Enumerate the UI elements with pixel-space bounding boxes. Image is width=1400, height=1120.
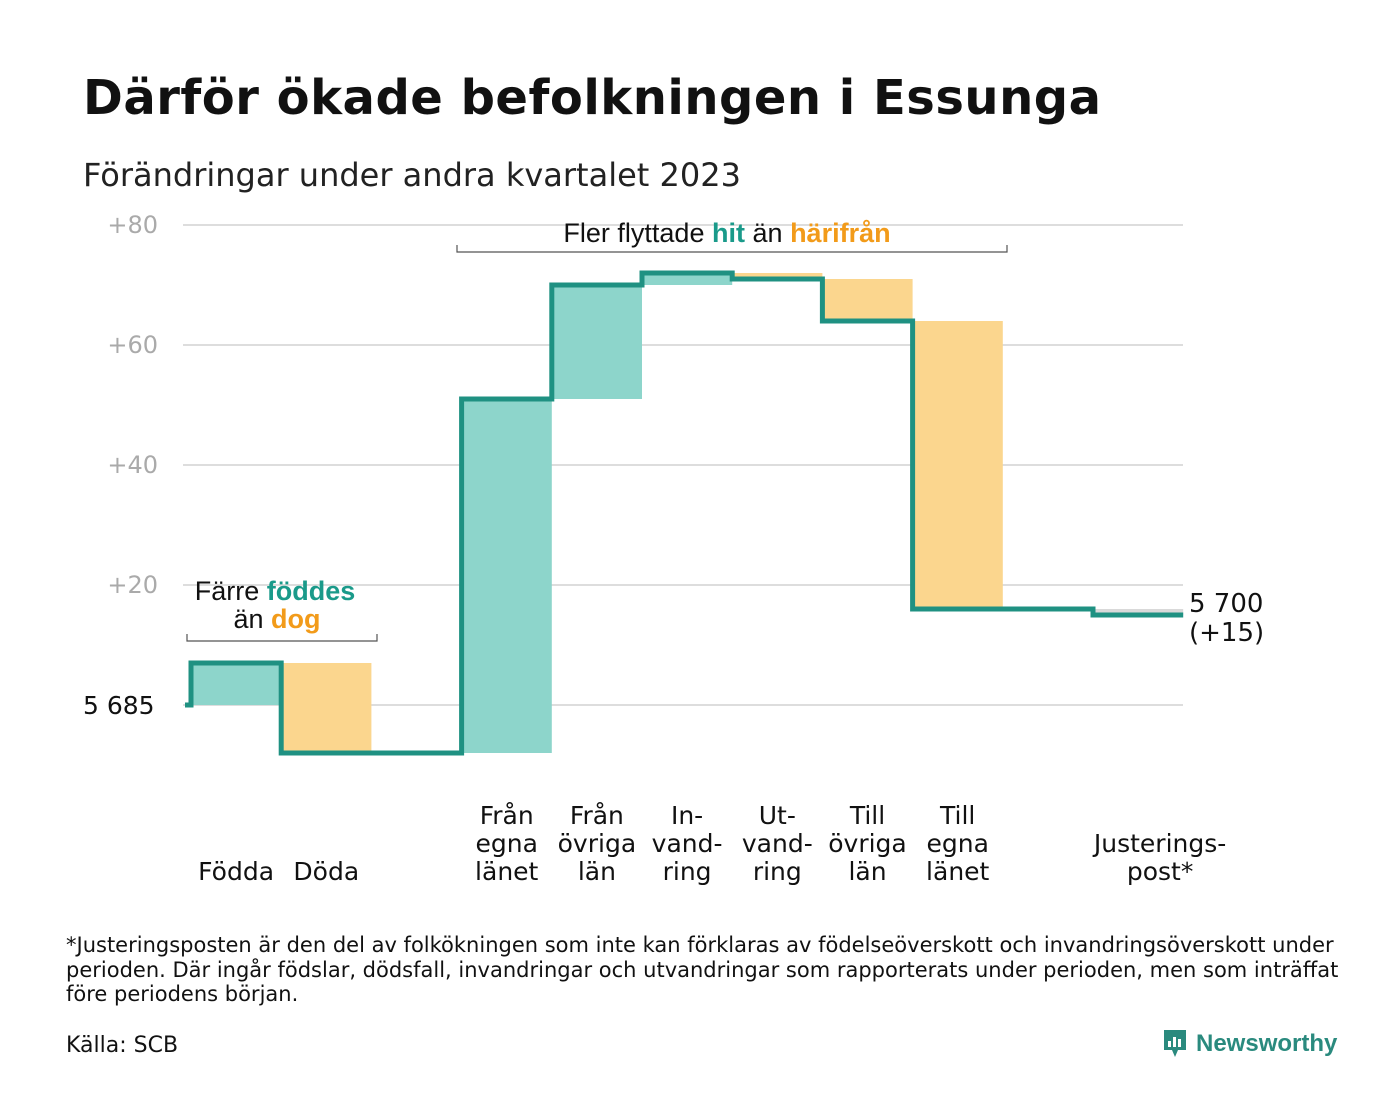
x-category-label: Från [570, 801, 624, 830]
births-bracket [186, 634, 378, 642]
waterfall-chart: +20+40+60+80 Födda DödaFrånegnalänetFrånö… [83, 211, 1264, 886]
x-category-label: In- [671, 801, 703, 830]
migration-text-d: härifrån [790, 218, 891, 248]
bars [191, 273, 1184, 753]
x-category-label: vand- [652, 829, 723, 858]
x-category-label: länet [475, 857, 538, 886]
births-annotation: Färre föddes än dog [186, 576, 378, 642]
x-category-label: länet [926, 857, 989, 886]
bar-decrease [732, 273, 823, 279]
x-category-label: Till [849, 801, 885, 830]
x-category-label: län [578, 857, 616, 886]
end-change-label: (+15) [1189, 618, 1264, 648]
bar-increase [461, 399, 552, 753]
x-category-label: län [848, 857, 886, 886]
y-tick-label: +20 [107, 571, 158, 599]
y-tick-label: +60 [107, 331, 158, 359]
newsworthy-logo-icon [1164, 1030, 1186, 1057]
migration-annotation: Fler flyttade hit än härifrån [456, 218, 1008, 253]
svg-text:Färre föddes: Färre föddes [195, 576, 356, 606]
bar-decrease [822, 279, 913, 321]
x-category-label: Från [480, 801, 534, 830]
x-category-label: post* [1127, 857, 1194, 886]
bar-increase [642, 273, 733, 285]
births-text-d: dog [271, 604, 320, 634]
x-category-label: ring [753, 857, 802, 886]
births-text-c: än [233, 604, 263, 634]
bar-adjustment [1093, 609, 1184, 615]
migration-text-a: Fler flyttade [563, 218, 704, 248]
grid-lines [183, 224, 1183, 706]
bar-increase [191, 663, 282, 705]
y-tick-labels: +20 +40 +60 +80 [107, 211, 158, 599]
end-value-label: 5 700 [1189, 589, 1263, 619]
migration-text-c: än [753, 218, 783, 248]
svg-text:Fler flyttade hit: Fler flyttade hit än härifrån [563, 218, 890, 248]
births-text-b: föddes [267, 576, 356, 606]
migration-text-b: hit [712, 218, 745, 248]
x-category-label: Justerings- [1092, 829, 1226, 858]
x-category-labels: Födda DödaFrånegnalänetFrånövrigalänIn-va… [198, 801, 1226, 886]
base-value-label: 5 685 [83, 691, 155, 720]
bar-decrease [912, 321, 1003, 609]
bar-increase [551, 285, 642, 399]
chart-title: Därför ökade befolkningen i Essunga [83, 70, 1102, 126]
x-category-label: egna [926, 829, 988, 858]
x-category-label: övriga [828, 829, 907, 858]
source-label: Källa: SCB [66, 1033, 179, 1058]
x-category-label: egna [475, 829, 537, 858]
x-category-label: Ut- [759, 801, 796, 830]
svg-text:än dog: än dog [233, 604, 320, 634]
x-category-label: övriga [558, 829, 637, 858]
x-category-label: ring [663, 857, 712, 886]
bar-decrease [281, 663, 372, 753]
migration-bracket [456, 245, 1008, 253]
births-text-a: Färre [195, 576, 260, 606]
x-category-label: vand- [742, 829, 813, 858]
y-tick-label: +80 [107, 211, 158, 239]
x-category-label: Till [939, 801, 975, 830]
footnote: *Justeringsposten är den del av folkökni… [66, 933, 1339, 1006]
x-category-label: Födda [198, 857, 274, 886]
y-tick-label: +40 [107, 451, 158, 479]
x-category-label: Döda [293, 857, 359, 886]
cumulative-step-line [185, 270, 1184, 756]
chart-subtitle: Förändringar under andra kvartalet 2023 [83, 156, 741, 194]
brand-name: Newsworthy [1196, 1030, 1338, 1057]
brand-logo[interactable]: Newsworthy [1162, 1028, 1337, 1060]
